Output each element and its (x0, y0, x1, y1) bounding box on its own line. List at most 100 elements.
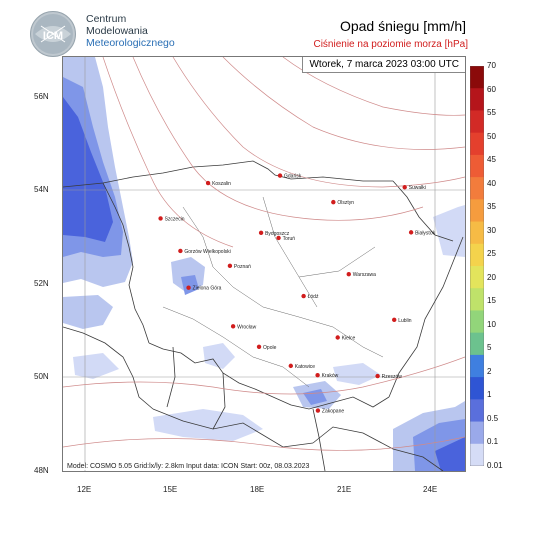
colorbar-swatch (470, 88, 484, 111)
colorbar-level-label: 1 (487, 390, 492, 400)
colorbar-swatch (470, 399, 484, 423)
city-dot (402, 185, 407, 190)
colorbar-swatch (470, 377, 484, 400)
city-label: Zielona Góra (193, 286, 222, 292)
map-subtitle: Ciśnienie na poziomie morza [hPa] (313, 39, 468, 50)
city-label: Bydgoszcz (265, 231, 290, 237)
city-label: Katowice (295, 364, 316, 370)
city-marker: Kielce (335, 335, 356, 341)
city-marker: Olsztyn (331, 199, 354, 206)
city-label: Gdańsk (284, 174, 302, 180)
logo-line-1: Centrum (86, 13, 127, 25)
city-dot (276, 235, 281, 241)
city-marker: Białystok (408, 230, 436, 236)
model-info: Model: COSMO 5.05 Grid:lx/ly: 2.8km Inpu… (65, 463, 312, 470)
city-marker: Wrocław (230, 324, 257, 330)
colorbar-level-label: 0.5 (487, 413, 499, 423)
city-dot (335, 335, 340, 340)
colorbar-level-label: 15 (487, 296, 496, 306)
map-title: Opad śniegu [mm/h] (339, 18, 466, 34)
colorbar-level-label: 25 (487, 249, 496, 259)
city-marker: Kraków (315, 372, 339, 379)
city-dot (258, 230, 264, 236)
isobars-layer (63, 57, 465, 451)
lon-label: 24E (423, 485, 438, 494)
city-marker: Zielona Góra (186, 285, 222, 292)
colorbar-level-label: 20 (487, 272, 496, 282)
city-label: Olsztyn (337, 200, 354, 206)
city-label: Białystok (415, 230, 436, 236)
colorbar-level-label: 45 (487, 155, 496, 165)
city-marker: Warszawa (346, 272, 376, 278)
city-marker: Koszalin (205, 180, 231, 187)
colorbar-swatch (470, 110, 484, 134)
city-label: Wrocław (237, 324, 256, 330)
lat-label: 56N (34, 92, 49, 101)
colorbar-swatch (470, 310, 484, 334)
city-label: Rzeszów (382, 374, 403, 380)
icm-logo-icon: ICM (30, 11, 76, 57)
colorbar-level-label: 35 (487, 202, 496, 212)
lon-label: 15E (163, 485, 178, 494)
colorbar-swatch (470, 332, 484, 356)
map-canvas[interactable]: Gdańsk Koszalin Szczecin Olsztyn Suwałki Biał… (63, 57, 465, 471)
city-marker: Łódź (301, 293, 319, 300)
colorbar-level-label: 40 (487, 178, 496, 188)
city-dot (230, 324, 236, 329)
city-dot (205, 180, 211, 186)
city-label: Szczecin (165, 216, 185, 222)
colorbar-swatch (470, 266, 484, 289)
header: ICM Centrum Modelowania Meteorologiczneg… (0, 0, 534, 58)
map-panel[interactable]: Gdańsk Koszalin Szczecin Olsztyn Suwałki Biał… (62, 56, 466, 472)
timestamp: Wtorek, 7 marca 2023 03:00 UTC (302, 57, 465, 73)
lon-label: 18E (250, 485, 265, 494)
colorbar-swatch (470, 154, 484, 178)
colorbar-swatch (470, 199, 484, 223)
city-dot (158, 216, 163, 221)
colorbar-level-label: 10 (487, 319, 496, 329)
colorbar-swatch (470, 288, 484, 311)
city-marker: Zakopane (315, 408, 344, 415)
internal-borders (162, 196, 384, 388)
city-label: Lublin (398, 318, 412, 324)
city-marker: Katowice (288, 363, 316, 370)
cities-layer: Gdańsk Koszalin Szczecin Olsztyn Suwałki Biał… (158, 173, 436, 415)
city-dot (331, 199, 336, 205)
city-marker: Toruń (276, 235, 295, 242)
colorbar (470, 66, 484, 466)
city-dot (392, 317, 397, 323)
graticule (63, 57, 465, 471)
colorbar-swatch (470, 132, 484, 156)
colorbar-swatch (470, 243, 484, 267)
colorbar-swatch (470, 66, 484, 89)
city-dot (277, 173, 283, 178)
city-marker: Gorzów Wielkopolski (178, 248, 231, 255)
colorbar-level-label: 70 (487, 61, 496, 70)
city-label: Warszawa (353, 272, 376, 278)
city-dot (346, 272, 351, 277)
lat-label: 50N (34, 372, 49, 381)
city-dot (408, 230, 414, 235)
city-label: Gorzów Wielkopolski (184, 249, 230, 255)
logo-line-3: Meteorologicznego (86, 37, 175, 49)
lat-label: 54N (34, 185, 49, 194)
colorbar-level-label: 2 (487, 366, 492, 376)
city-marker: Szczecin (158, 216, 185, 222)
city-dot (375, 373, 380, 379)
city-dot (186, 285, 191, 290)
city-dot (288, 363, 293, 369)
lon-label: 21E (337, 485, 352, 494)
city-marker: Suwałki (402, 185, 426, 191)
logo-line-2: Modelowania (86, 25, 148, 37)
colorbar-swatch (470, 421, 484, 445)
city-label: Zakopane (322, 409, 344, 415)
city-marker: Lublin (392, 317, 412, 324)
city-label: Łódź (308, 294, 319, 300)
logo-text: Centrum Modelowania Meteorologicznego (86, 13, 175, 49)
lat-label: 48N (34, 466, 49, 475)
city-dot (178, 248, 183, 254)
city-label: Kraków (322, 373, 339, 379)
lat-label: 52N (34, 279, 49, 288)
colorbar-level-label: 5 (487, 343, 492, 353)
colorbar-level-label: 60 (487, 84, 496, 94)
